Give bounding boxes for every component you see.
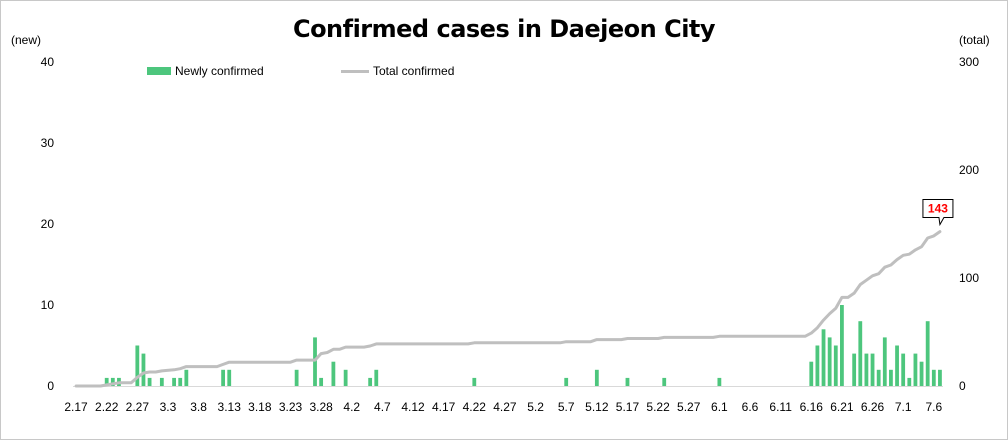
bar-newly-confirmed xyxy=(931,369,936,386)
x-axis-tick-label: 3.23 xyxy=(279,400,303,414)
left-axis-tick-label: 40 xyxy=(41,55,55,69)
right-axis-tick-label: 200 xyxy=(959,163,979,177)
bar-newly-confirmed xyxy=(135,345,140,386)
left-axis-unit: (new) xyxy=(11,33,42,47)
bar-newly-confirmed xyxy=(876,369,881,386)
x-axis-tick-label: 3.18 xyxy=(248,400,272,414)
x-axis-tick-label: 6.16 xyxy=(800,400,824,414)
x-axis-tick-label: 6.6 xyxy=(742,400,759,414)
bar-newly-confirmed xyxy=(901,353,906,386)
bar-newly-confirmed xyxy=(870,353,875,386)
bar-newly-confirmed xyxy=(625,377,630,386)
bar-newly-confirmed xyxy=(294,369,299,386)
x-axis-tick-label: 4.7 xyxy=(374,400,391,414)
bar-newly-confirmed xyxy=(821,329,826,386)
left-axis-tick-label: 20 xyxy=(41,217,55,231)
bar-newly-confirmed xyxy=(889,369,893,386)
bar-newly-confirmed xyxy=(833,345,838,386)
bar-newly-confirmed xyxy=(313,337,317,386)
bar-newly-confirmed xyxy=(827,337,832,386)
x-axis-tick-label: 7.6 xyxy=(925,400,942,414)
legend-item-newly-confirmed: Newly confirmed xyxy=(147,64,264,78)
right-axis-tick-label: 100 xyxy=(959,271,979,285)
annotation-callout-box xyxy=(922,199,954,227)
left-axis-tick-label: 0 xyxy=(47,379,54,393)
x-axis-tick-label: 4.2 xyxy=(343,400,360,414)
bar-newly-confirmed xyxy=(852,353,857,386)
bar-newly-confirmed xyxy=(147,377,152,386)
chart-title: Confirmed cases in Daejeon City xyxy=(292,15,716,43)
x-axis-tick-label: 2.17 xyxy=(64,400,88,414)
x-axis-tick-label: 6.1 xyxy=(711,400,728,414)
bar-newly-confirmed xyxy=(809,361,814,386)
bar-newly-confirmed xyxy=(907,377,912,386)
x-axis-tick-label: 5.22 xyxy=(646,400,670,414)
x-axis-tick-label: 3.3 xyxy=(160,400,177,414)
x-axis-tick-label: 4.27 xyxy=(493,400,517,414)
x-axis-tick-label: 3.8 xyxy=(190,400,207,414)
bar-newly-confirmed xyxy=(172,377,176,386)
bar-newly-confirmed xyxy=(882,337,887,386)
bar-newly-confirmed xyxy=(895,345,899,386)
x-axis-tick-label: 6.26 xyxy=(861,400,885,414)
bar-newly-confirmed xyxy=(343,369,348,386)
bar-newly-confirmed xyxy=(564,377,569,386)
left-axis-tick-label: 10 xyxy=(41,298,55,312)
annotation-total-value: 143 xyxy=(928,202,948,216)
bar-newly-confirmed xyxy=(221,369,226,386)
x-axis-tick-label: 3.13 xyxy=(218,400,242,414)
right-axis-unit: (total) xyxy=(959,33,990,47)
bar-newly-confirmed xyxy=(184,369,189,386)
bar-newly-confirmed xyxy=(717,377,722,386)
bar-newly-confirmed xyxy=(110,377,115,386)
bar-newly-confirmed xyxy=(472,377,477,386)
x-axis-tick-label: 5.2 xyxy=(527,400,544,414)
legend-item-total-confirmed: Total confirmed xyxy=(341,64,454,78)
right-axis-tick-label: 0 xyxy=(959,379,966,393)
bar-newly-confirmed xyxy=(864,353,869,386)
x-axis-tick-label: 5.12 xyxy=(585,400,609,414)
bar-newly-confirmed xyxy=(919,361,924,386)
x-axis-tick-label: 7.1 xyxy=(895,400,912,414)
bar-newly-confirmed xyxy=(858,321,863,386)
bar-newly-confirmed xyxy=(840,305,844,386)
x-axis-tick-label: 4.17 xyxy=(432,400,456,414)
bar-newly-confirmed xyxy=(938,369,942,386)
bar-newly-confirmed xyxy=(331,361,336,386)
x-axis-tick-label: 6.11 xyxy=(769,400,792,414)
bar-newly-confirmed xyxy=(368,377,373,386)
x-axis-tick-label: 5.17 xyxy=(616,400,640,414)
legend-bar-swatch xyxy=(147,67,171,75)
x-axis-tick-label: 4.12 xyxy=(401,400,425,414)
bar-newly-confirmed xyxy=(319,377,324,386)
left-axis-tick-label: 30 xyxy=(41,136,55,150)
legend-line-swatch xyxy=(341,69,369,73)
bar-newly-confirmed xyxy=(594,369,599,386)
bar-newly-confirmed xyxy=(913,353,918,386)
x-axis-tick-label: 6.21 xyxy=(830,400,854,414)
x-axis-tick-label: 2.22 xyxy=(95,400,119,414)
x-axis-tick-label: 5.27 xyxy=(677,400,701,414)
bar-newly-confirmed xyxy=(925,321,930,386)
legend-label-newly-confirmed: Newly confirmed xyxy=(175,64,264,78)
line-total-confirmed xyxy=(74,230,942,388)
bar-newly-confirmed xyxy=(227,369,232,386)
x-axis-tick-label: 2.27 xyxy=(126,400,150,414)
bar-newly-confirmed xyxy=(662,377,667,386)
bar-newly-confirmed xyxy=(104,377,109,386)
x-axis-tick-label: 4.22 xyxy=(463,400,487,414)
bar-newly-confirmed xyxy=(374,369,379,386)
bar-newly-confirmed xyxy=(141,353,146,386)
right-axis-tick-label: 300 xyxy=(959,55,979,69)
legend-label-total-confirmed: Total confirmed xyxy=(373,64,455,78)
bar-newly-confirmed xyxy=(159,377,164,386)
bar-newly-confirmed xyxy=(815,345,820,386)
bar-newly-confirmed xyxy=(178,377,183,386)
x-axis-tick-label: 3.28 xyxy=(309,400,333,414)
x-axis-tick-label: 5.7 xyxy=(558,400,575,414)
